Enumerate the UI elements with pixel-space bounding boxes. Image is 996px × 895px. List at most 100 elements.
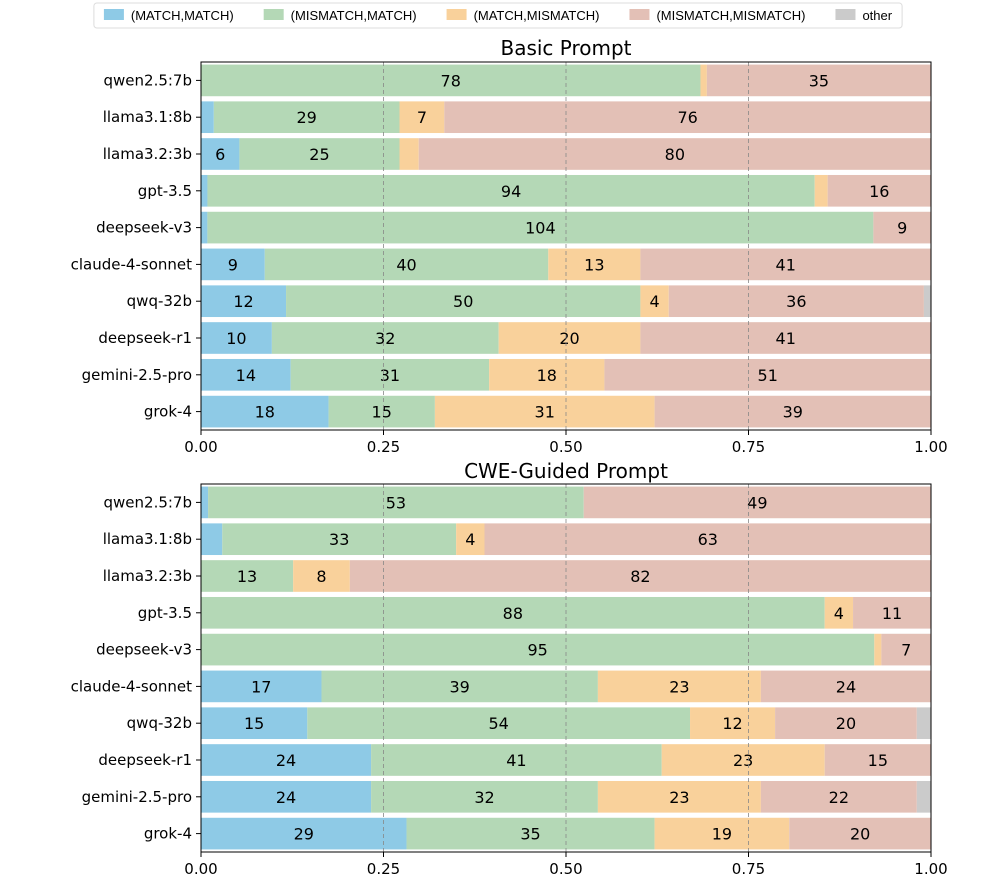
bar-segment xyxy=(706,64,931,97)
bar-segment xyxy=(640,285,669,318)
data-label: 6 xyxy=(215,145,225,164)
data-label: 24 xyxy=(276,751,296,770)
data-label: 7 xyxy=(417,108,427,127)
data-label: 39 xyxy=(783,403,803,422)
bar-segment xyxy=(923,285,931,318)
data-label: 4 xyxy=(465,530,475,549)
data-label: 41 xyxy=(506,751,526,770)
bar-segment xyxy=(434,395,655,428)
bar-segment xyxy=(201,744,372,776)
bar-segment xyxy=(201,138,240,170)
x-tick-label: 0.50 xyxy=(549,438,582,456)
legend: (MATCH,MATCH) (MISMATCH,MATCH) (MATCH,MISM… xyxy=(93,2,903,29)
bar-segment xyxy=(201,633,875,666)
bar-segment xyxy=(201,64,701,97)
bar-segment xyxy=(290,358,490,391)
data-label: 18 xyxy=(255,403,275,422)
bar-segment xyxy=(597,780,761,813)
bar-segment xyxy=(789,817,931,850)
y-tick-label: llama3.2:3b xyxy=(103,567,192,585)
x-tick-label: 0.00 xyxy=(184,438,217,456)
data-label: 14 xyxy=(236,366,256,385)
x-tick-label: 1.00 xyxy=(914,860,947,878)
data-label: 9 xyxy=(897,219,907,238)
data-label: 15 xyxy=(244,714,264,733)
bar-segment xyxy=(201,596,825,629)
data-label: 23 xyxy=(669,788,689,807)
data-label: 95 xyxy=(527,641,547,660)
chart-title: Basic Prompt xyxy=(500,36,631,60)
data-label: 54 xyxy=(488,714,508,733)
bar-segment xyxy=(201,248,265,281)
y-tick-label: gemini-2.5-pro xyxy=(82,788,192,806)
y-tick-label: gemini-2.5-pro xyxy=(82,366,192,384)
bar-segment xyxy=(690,707,776,740)
y-tick-label: llama3.2:3b xyxy=(103,145,192,163)
bar-segment xyxy=(700,64,707,97)
bar-segment xyxy=(201,560,294,592)
bar-segment xyxy=(418,138,931,170)
chart-panel-0: Basic Prompt 78 35 qwen2.5:7b 29 7 76 llama3.1:… xyxy=(71,36,948,456)
x-tick-label: 1.00 xyxy=(914,438,947,456)
bar-segment xyxy=(824,596,854,629)
bar-segment xyxy=(201,211,208,244)
data-label: 32 xyxy=(474,788,494,807)
data-label: 29 xyxy=(294,825,314,844)
chart-title: CWE-Guided Prompt xyxy=(464,459,668,483)
data-label: 20 xyxy=(559,329,579,348)
bar-segment xyxy=(881,633,931,666)
data-label: 8 xyxy=(316,567,326,586)
data-label: 94 xyxy=(501,182,521,201)
y-tick-label: deepseek-v3 xyxy=(96,219,192,237)
data-label: 80 xyxy=(665,145,685,164)
bar-segment xyxy=(853,596,931,629)
bar-segment xyxy=(201,285,287,318)
bar-segment xyxy=(213,101,400,134)
data-label: 49 xyxy=(747,493,767,512)
data-label: 78 xyxy=(441,71,461,90)
bar-segment xyxy=(640,248,931,281)
x-tick-label: 0.00 xyxy=(184,860,217,878)
bar-segment xyxy=(201,174,208,207)
chart-panel-1: CWE-Guided Prompt 53 49 qwen2.5:7b 33 4 63 llam… xyxy=(71,459,948,878)
legend-label: other xyxy=(862,8,892,23)
legend-swatch xyxy=(629,9,650,20)
bar-segment xyxy=(668,285,924,318)
bar-segment xyxy=(201,358,291,391)
bar-segment xyxy=(827,174,931,207)
data-label: 76 xyxy=(677,108,697,127)
data-label: 9 xyxy=(228,255,238,274)
data-label: 7 xyxy=(901,641,911,660)
bar-segment xyxy=(222,523,457,556)
data-label: 16 xyxy=(869,182,889,201)
data-label: 104 xyxy=(525,219,556,238)
legend-label: (MISMATCH,MISMATCH) xyxy=(656,8,805,23)
y-tick-label: llama3.1:8b xyxy=(103,108,192,126)
data-label: 29 xyxy=(296,108,316,127)
bar-segment xyxy=(760,780,917,813)
bar-segment xyxy=(498,322,641,354)
bar-segment xyxy=(406,817,655,850)
legend-swatch xyxy=(263,9,284,20)
bar-segment xyxy=(760,670,931,703)
legend-label: (MISMATCH,MATCH) xyxy=(291,8,417,23)
data-label: 51 xyxy=(758,366,778,385)
data-label: 31 xyxy=(380,366,400,385)
bar-segment xyxy=(640,322,931,354)
data-label: 15 xyxy=(372,403,392,422)
bar-segment xyxy=(201,707,308,740)
data-label: 10 xyxy=(226,329,246,348)
bar-segment xyxy=(239,138,400,170)
data-label: 13 xyxy=(237,567,257,586)
y-tick-label: qwen2.5:7b xyxy=(104,71,193,89)
data-label: 35 xyxy=(809,71,829,90)
bar-segment xyxy=(654,817,790,850)
data-label: 23 xyxy=(669,677,689,696)
x-tick-label: 0.25 xyxy=(367,860,400,878)
y-tick-label: deepseek-r1 xyxy=(98,329,192,347)
data-label: 12 xyxy=(722,714,742,733)
bar-segment xyxy=(874,633,882,666)
data-label: 4 xyxy=(834,604,844,623)
bar-segment xyxy=(604,358,931,391)
